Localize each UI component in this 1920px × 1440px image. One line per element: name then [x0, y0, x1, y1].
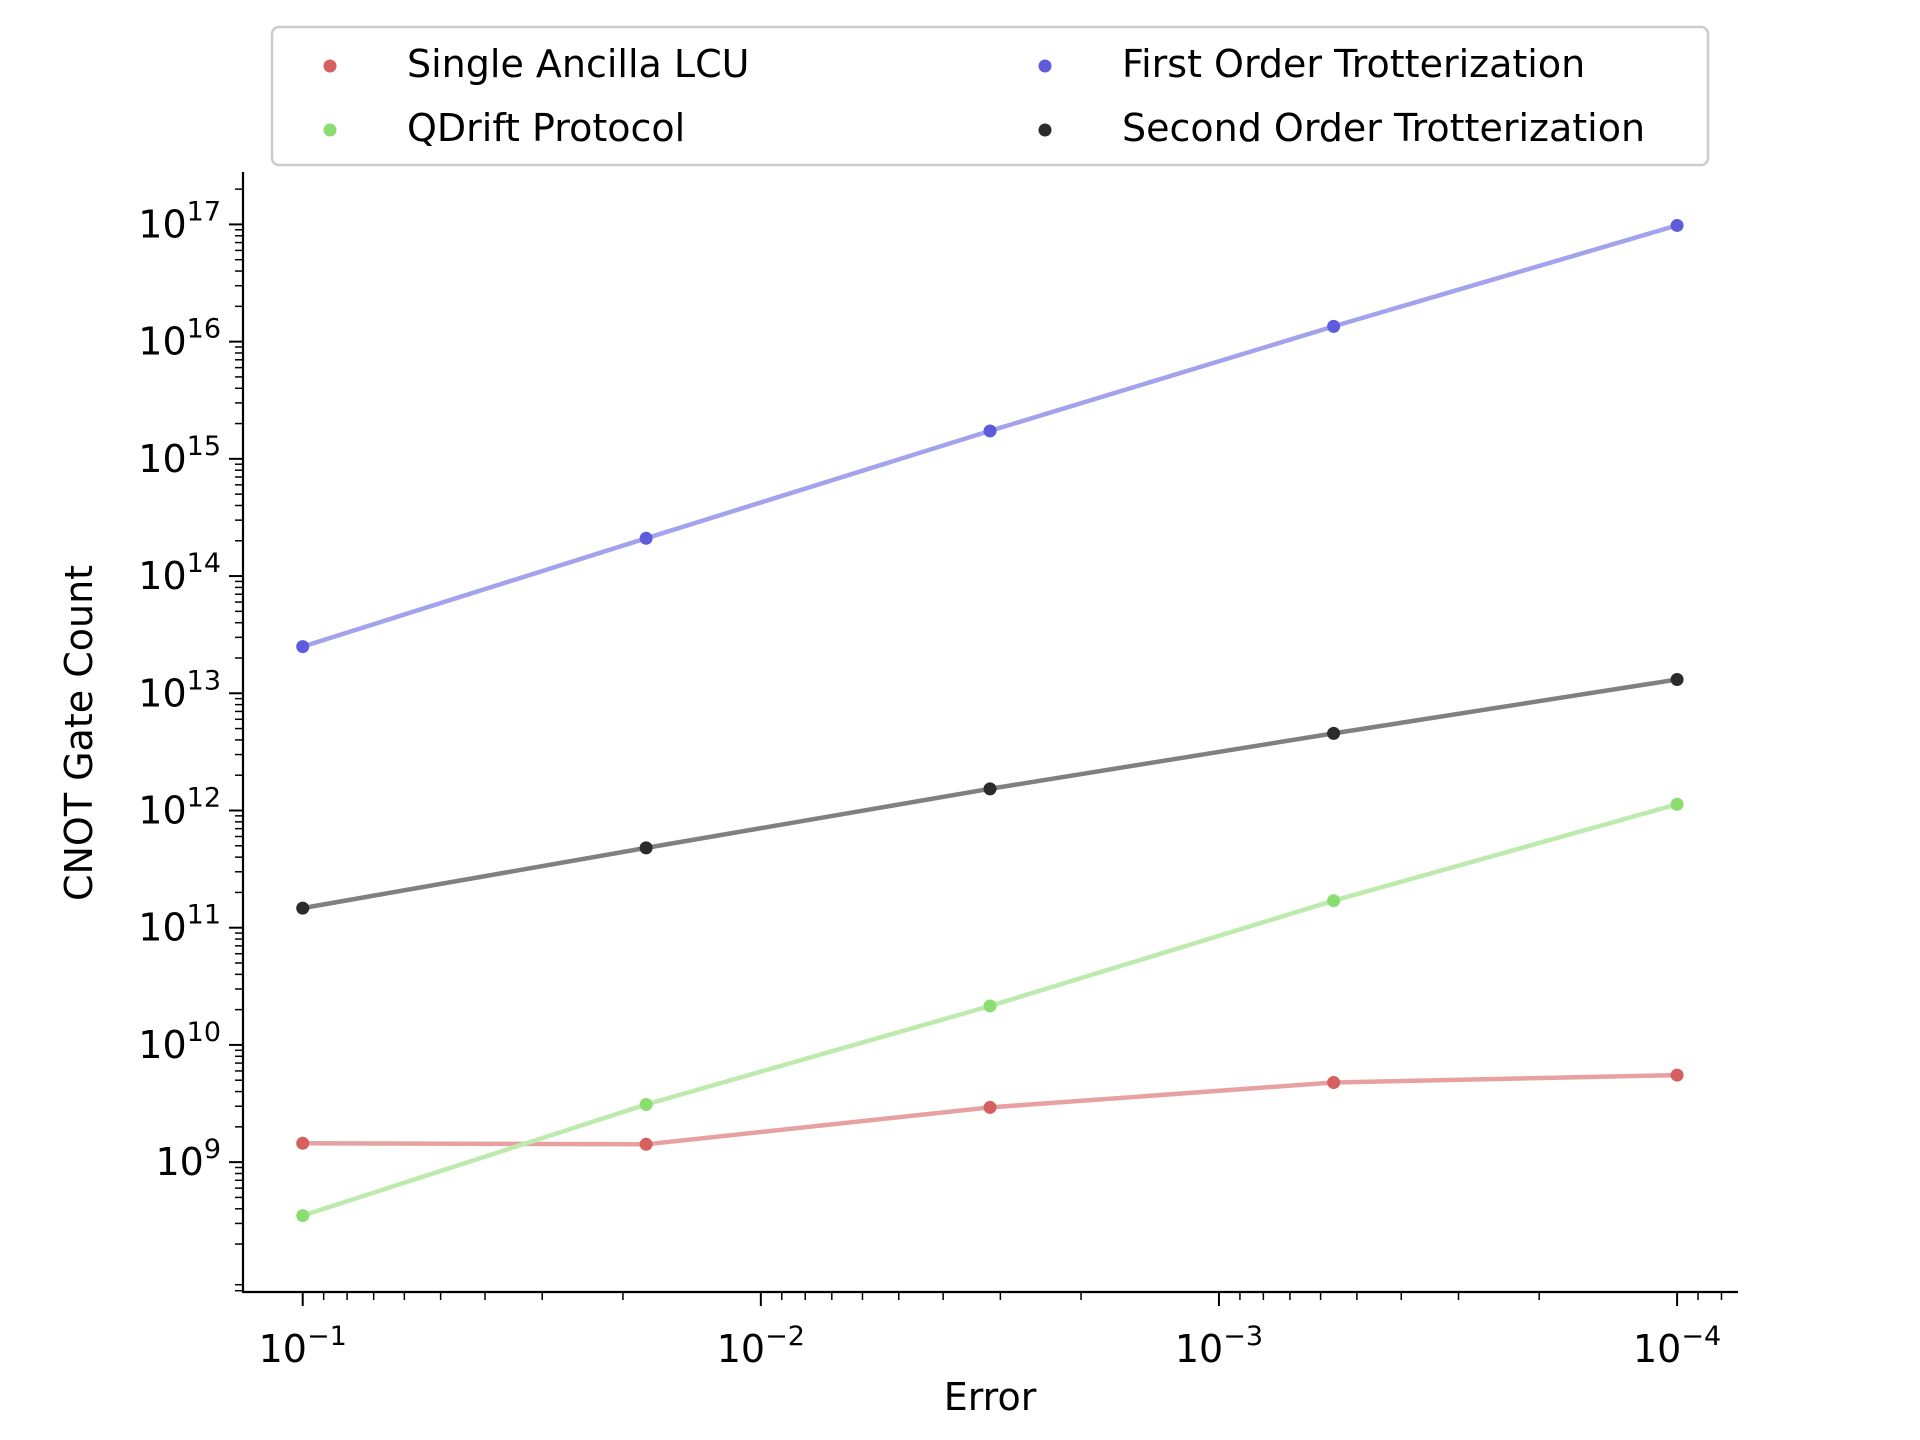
legend-marker [1038, 59, 1052, 73]
x-tick-label: 10−2 [717, 1321, 805, 1371]
y-tick-label: 1010 [138, 1017, 221, 1067]
x-tick-label-exponent: −1 [307, 1321, 347, 1352]
legend-entry: Second Order Trotterization [1038, 106, 1645, 150]
y-axis-label: CNOT Gate Count [57, 565, 101, 901]
y-tick-label-exponent: 12 [187, 782, 221, 813]
series-3 [296, 673, 1684, 915]
x-tick-label-base: 10 [1633, 1327, 1681, 1371]
data-point [296, 1209, 310, 1223]
x-tick-label-base: 10 [259, 1327, 307, 1371]
x-tick-label: 10−3 [1175, 1321, 1263, 1371]
y-tick-label: 1017 [138, 196, 221, 246]
y-tick-label-exponent: 16 [187, 314, 221, 345]
y-tick-label: 109 [155, 1134, 221, 1184]
data-point [1327, 894, 1341, 908]
y-tick-label-base: 10 [138, 202, 186, 246]
legend-marker [1038, 123, 1052, 137]
y-tick-label-base: 10 [138, 320, 186, 364]
x-tick-label-exponent: −2 [765, 1321, 805, 1352]
x-axis-label: Error [944, 1375, 1037, 1419]
y-tick-label-exponent: 11 [187, 900, 221, 931]
x-tick-label-exponent: −4 [1681, 1321, 1721, 1352]
legend-entry: QDrift Protocol [323, 106, 685, 150]
data-point [1670, 673, 1684, 687]
series-2 [296, 797, 1684, 1223]
legend-marker [323, 59, 337, 73]
y-tick-label-exponent: 17 [187, 196, 221, 227]
y-tick-label-base: 10 [155, 1140, 203, 1184]
axes: 10−1 10−2 10−3 10−4 10910101011101210131014… [57, 172, 1738, 1419]
y-tick-label: 1013 [138, 665, 221, 715]
x-tick-label-exponent: −3 [1223, 1321, 1263, 1352]
y-tick-label-exponent: 10 [187, 1017, 221, 1048]
data-point [639, 1137, 653, 1151]
legend-marker [323, 123, 337, 137]
data-point [983, 782, 997, 796]
y-tick-label-exponent: 9 [204, 1134, 221, 1165]
data-point [1670, 218, 1684, 232]
legend-label: QDrift Protocol [407, 106, 685, 150]
y-tick-label-base: 10 [138, 906, 186, 950]
y-tick-label-exponent: 13 [187, 665, 221, 696]
x-tick-label-base: 10 [717, 1327, 765, 1371]
data-point [296, 640, 310, 654]
data-point [639, 531, 653, 545]
y-tick-label-base: 10 [138, 671, 186, 715]
legend-frame [270, 25, 1710, 167]
legend-label: Single Ancilla LCU [407, 42, 749, 86]
y-tick-label-base: 10 [138, 788, 186, 832]
y-tick-label-base: 10 [138, 437, 186, 481]
x-tick-label: 10−4 [1633, 1321, 1721, 1371]
y-tick-label-base: 10 [138, 554, 186, 598]
y-tick-label: 1012 [138, 782, 221, 832]
x-tick-label: 10−1 [259, 1321, 347, 1371]
x-tick-label-base: 10 [1175, 1327, 1223, 1371]
data-point [983, 424, 997, 438]
legend-label: Second Order Trotterization [1122, 106, 1645, 150]
legend-entry: First Order Trotterization [1038, 42, 1585, 86]
series-0 [296, 1068, 1684, 1151]
series-1 [296, 218, 1684, 654]
data-point [296, 1136, 310, 1150]
data-point [1327, 319, 1341, 333]
y-tick-label: 1016 [138, 314, 221, 364]
data-point [1327, 1075, 1341, 1089]
data-point [1670, 797, 1684, 811]
y-tick-label-exponent: 14 [187, 548, 221, 579]
x-ticks: 10−1 10−2 10−3 10−4 [259, 1292, 1723, 1371]
data-point [1327, 726, 1341, 740]
data-point [1670, 1068, 1684, 1082]
y-tick-label-exponent: 15 [187, 431, 221, 462]
legend: Single Ancilla LCU QDrift Protocol First O… [270, 25, 1710, 167]
y-tick-label-base: 10 [138, 1023, 186, 1067]
y-tick-label: 1015 [138, 431, 221, 481]
data-point [639, 841, 653, 855]
data-point [296, 901, 310, 915]
data-point [639, 1098, 653, 1112]
series-layer [296, 218, 1684, 1223]
legend-entry: Single Ancilla LCU [323, 42, 749, 86]
y-tick-label: 1011 [138, 900, 221, 950]
data-point [983, 999, 997, 1013]
y-tick-label: 1014 [138, 548, 221, 598]
legend-items: Single Ancilla LCU QDrift Protocol First O… [323, 42, 1645, 150]
data-point [983, 1100, 997, 1114]
legend-label: First Order Trotterization [1122, 42, 1585, 86]
